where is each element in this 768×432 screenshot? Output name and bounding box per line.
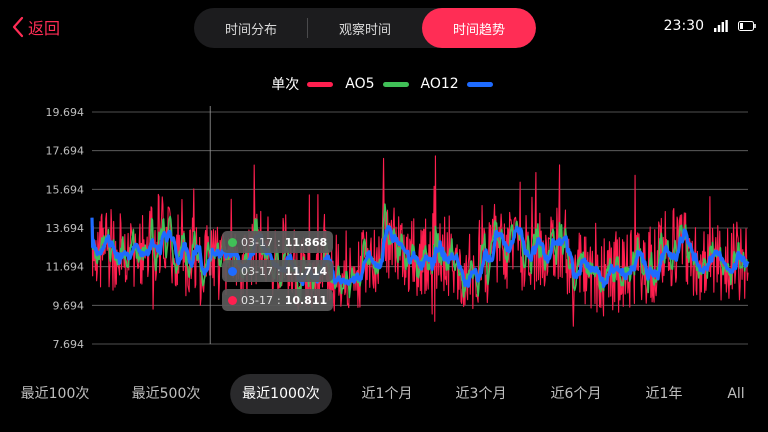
legend-label-ao5: AO5 — [345, 76, 375, 92]
tooltip-value: 11.868 — [284, 235, 328, 249]
y-tick-label: 19.694 — [46, 106, 85, 119]
status-bar: 23:30 — [664, 18, 756, 34]
tooltip-dot — [228, 237, 237, 247]
y-tick-label: 7.694 — [53, 338, 85, 351]
tooltip-ao5: 03-17 : 11.868 — [222, 231, 334, 253]
y-tick-label: 11.694 — [46, 261, 85, 274]
tab-observation-time[interactable]: 观察时间 — [338, 22, 391, 38]
tooltip-colon: : — [276, 264, 281, 278]
legend-item-ao5[interactable]: AO5 — [345, 76, 412, 92]
period-1-month[interactable]: 近1个月 — [361, 386, 413, 402]
tooltip-colon: : — [276, 235, 281, 249]
tooltip-date: 03-17 — [241, 293, 273, 307]
tab-time-trend[interactable]: 时间趋势 — [422, 8, 536, 48]
period-selector: 最近100次 最近500次 最近1000次 近1个月 近3个月 近6个月 近1年… — [0, 374, 768, 414]
period-6-months[interactable]: 近6个月 — [550, 386, 602, 402]
chevron-left-icon — [12, 16, 24, 38]
legend-item-single[interactable]: 单次 — [271, 74, 337, 94]
tooltip-value: 11.714 — [284, 264, 328, 278]
y-tick-label: 9.694 — [53, 299, 85, 312]
y-tick-label: 15.694 — [46, 183, 85, 196]
back-button[interactable]: 返回 — [12, 14, 60, 40]
tooltip-colon: : — [276, 293, 281, 307]
series-single-line — [91, 155, 749, 327]
y-tick-label: 17.694 — [46, 145, 85, 158]
period-3-months[interactable]: 近3个月 — [455, 386, 507, 402]
legend-label-single: 单次 — [271, 77, 300, 93]
signal-icon — [714, 20, 728, 32]
back-label: 返回 — [28, 19, 61, 38]
legend-label-ao12: AO12 — [420, 76, 459, 92]
series-ao12-line — [90, 217, 750, 289]
legend-swatch-single — [307, 81, 334, 87]
chart-legend: 单次 AO5 AO12 — [0, 72, 768, 96]
legend-item-ao12[interactable]: AO12 — [421, 76, 497, 92]
legend-swatch-ao12 — [466, 81, 493, 87]
view-segmented-control: 时间分布 观察时间 时间趋势 — [194, 8, 536, 48]
period-1-year[interactable]: 近1年 — [645, 386, 683, 402]
period-last-100[interactable]: 最近100次 — [20, 386, 90, 402]
tooltip-dot — [228, 266, 237, 276]
battery-icon — [738, 21, 756, 31]
tooltip-dot — [228, 295, 237, 305]
tab-time-distribution[interactable]: 时间分布 — [194, 8, 308, 48]
trend-chart[interactable]: 19.694 17.694 15.694 13.694 11.694 9.694 7.694 — [0, 96, 768, 356]
period-last-1000[interactable]: 最近1000次 — [230, 374, 332, 414]
period-all[interactable]: All — [727, 386, 745, 402]
tooltip-date: 03-17 — [241, 235, 273, 249]
tooltip-single: 03-17 : 10.811 — [222, 289, 334, 311]
tooltip-value: 10.811 — [284, 293, 328, 307]
y-tick-label: 13.694 — [46, 222, 85, 235]
legend-swatch-ao5 — [382, 81, 409, 87]
clock: 23:30 — [663, 18, 704, 34]
period-last-500[interactable]: 最近500次 — [131, 386, 201, 402]
tooltip-date: 03-17 — [241, 264, 273, 278]
tooltip-ao12: 03-17 : 11.714 — [222, 260, 334, 282]
